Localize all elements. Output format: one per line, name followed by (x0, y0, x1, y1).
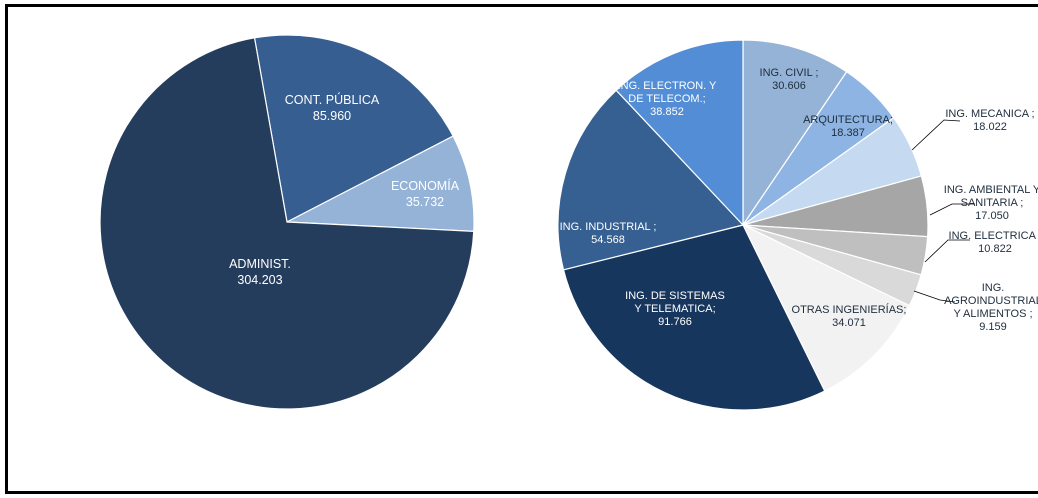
slice-label: ING. AGROINDUSTRIAL Y ALIMENTOS ; 9.159 (944, 282, 1038, 333)
slice-label: ADMINIST. 304.203 (229, 257, 291, 287)
pie-slice (741, 223, 911, 392)
pie-slice (562, 224, 826, 411)
slice-label: ING. MECANICA ; 18.022 (945, 108, 1034, 133)
pie-slice (284, 135, 475, 232)
slice-label: ING. DE SISTEMAS Y TELEMATICA; 91.766 (625, 290, 725, 328)
slice-label: ING. INDUSTRIAL ; 54.568 (560, 221, 657, 246)
slice-label: ARQUITECTURA; 18.387 (803, 114, 893, 139)
chart-frame (5, 4, 1038, 494)
pie-slice (615, 39, 744, 227)
slice-label: ING. AMBIENTAL Y SANITARIA ; 17.050 (944, 184, 1038, 222)
slice-label: ECONOMÍA 35.732 (391, 178, 460, 209)
leader-line (929, 203, 975, 216)
pie-slice (557, 89, 745, 271)
pie-slice (742, 39, 848, 227)
pie-slice (253, 34, 454, 223)
leader-line (913, 290, 956, 303)
slice-label: ING. ELECTRON. Y DE TELECOM.; 38.852 (618, 80, 717, 118)
slice-label: ING. CIVIL ; 30.606 (760, 67, 819, 92)
pie-slice (99, 37, 475, 410)
slice-label: ING. ELECTRICA ; 10.822 (949, 230, 1038, 255)
slice-label: CONT. PÚBLICA 85.960 (285, 92, 380, 123)
leader-line (911, 119, 961, 151)
slice-label: OTRAS INGENIERÍAS; 34.071 (792, 303, 907, 329)
leader-line (924, 239, 970, 263)
